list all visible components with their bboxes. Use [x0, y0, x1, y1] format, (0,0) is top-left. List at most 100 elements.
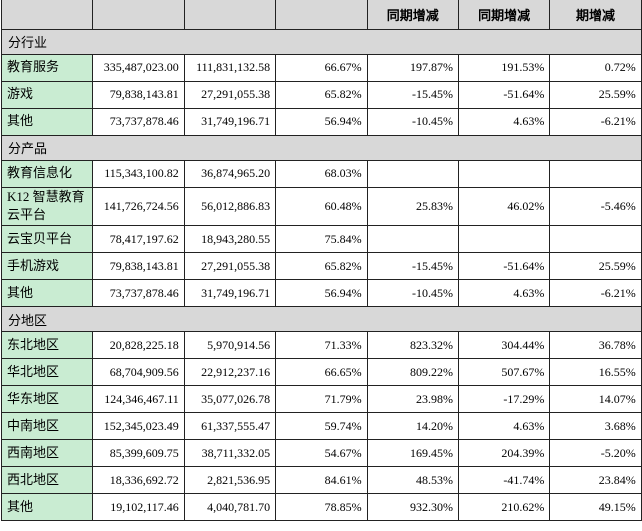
- cell-value: -10.45%: [366, 107, 459, 136]
- header-cell-yoy-change-3: 期增减: [549, 0, 642, 30]
- row-label: 游戏: [0, 80, 94, 109]
- row-label: 华东地区: [0, 385, 94, 414]
- cell-value: 54.67%: [275, 439, 368, 468]
- cell-value: 61,337,555.47: [183, 412, 277, 441]
- cell-value: 4.63%: [457, 279, 551, 308]
- row-label: 西南地区: [0, 439, 94, 468]
- cell-value: 18,336,692.72: [92, 466, 185, 495]
- cell-value: 23.98%: [366, 385, 459, 414]
- cell-value: 16.55%: [549, 358, 642, 387]
- table-row: 西南地区 85,399,609.75 38,711,332.05 54.67% 169.…: [0, 439, 642, 468]
- cell-value: -15.45%: [366, 80, 459, 109]
- cell-value: 31,749,196.71: [183, 107, 277, 136]
- cell-value: 49.15%: [549, 493, 642, 522]
- cell-value: [549, 159, 642, 188]
- row-label: 东北地区: [0, 331, 94, 360]
- cell-value: -5.46%: [549, 186, 642, 227]
- cell-value: 5,970,914.56: [183, 331, 277, 360]
- cell-value: 56.94%: [275, 107, 368, 136]
- table-row: 其他 73,737,878.46 31,749,196.71 56.94% -10.45…: [0, 279, 642, 308]
- cell-value: 25.59%: [549, 80, 642, 109]
- cell-value: 932.30%: [366, 493, 459, 522]
- row-label: 其他: [0, 493, 94, 522]
- section-title: 分地区: [1, 306, 642, 333]
- cell-value: 169.45%: [366, 439, 459, 468]
- cell-value: 204.39%: [457, 439, 551, 468]
- cell-value: 335,487,023.00: [92, 53, 185, 82]
- cell-value: 141,726,724.56: [92, 186, 185, 227]
- cell-value: [549, 225, 642, 254]
- table-row: 其他 19,102,117.46 4,040,781.70 78.85% 932.30%…: [0, 493, 642, 522]
- table-body: 分行业 教育服务 335,487,023.00 111,831,132.58 66.67…: [0, 28, 642, 522]
- cell-value: 48.53%: [366, 466, 459, 495]
- cell-value: 14.20%: [366, 412, 459, 441]
- cell-value: -10.45%: [366, 279, 459, 308]
- cell-value: 36.78%: [549, 331, 642, 360]
- cell-value: 56,012,886.83: [183, 186, 277, 227]
- header-cell-yoy-change-1: 同期增减: [366, 0, 459, 30]
- header-cell-margin: [275, 0, 368, 30]
- cell-value: -41.74%: [457, 466, 551, 495]
- cell-value: -51.64%: [457, 80, 551, 109]
- cell-value: 4.63%: [457, 412, 551, 441]
- cell-value: 22,912,237.16: [183, 358, 277, 387]
- cell-value: 65.82%: [275, 80, 368, 109]
- header-cell-category: [0, 0, 94, 30]
- row-label: 其他: [0, 107, 94, 136]
- cell-value: 78.85%: [275, 493, 368, 522]
- cell-value: 124,346,467.11: [92, 385, 185, 414]
- cell-value: -5.20%: [549, 439, 642, 468]
- cell-value: 73,737,878.46: [92, 107, 185, 136]
- cell-value: 25.83%: [366, 186, 459, 227]
- cell-value: 19,102,117.46: [92, 493, 185, 522]
- cell-value: [366, 225, 459, 254]
- cell-value: 79,838,143.81: [92, 252, 185, 281]
- cell-value: 66.67%: [275, 53, 368, 82]
- cell-value: 38,711,332.05: [183, 439, 277, 468]
- section-title: 分行业: [1, 28, 642, 55]
- row-label: 华北地区: [0, 358, 94, 387]
- table-row: 教育服务 335,487,023.00 111,831,132.58 66.67% 19…: [0, 53, 642, 82]
- cell-value: 56.94%: [275, 279, 368, 308]
- cell-value: 4.63%: [457, 107, 551, 136]
- header-cell-yoy-change-2: 同期增减: [457, 0, 551, 30]
- cell-value: 71.33%: [275, 331, 368, 360]
- section-header-row: 分行业: [1, 28, 642, 55]
- row-label: 手机游戏: [0, 252, 94, 281]
- table-row: 教育信息化 115,343,100.82 36,874,965.20 68.03%: [0, 159, 642, 188]
- table-row: 云宝贝平台 78,417,197.62 18,943,280.55 75.84%: [0, 225, 642, 254]
- cell-value: 35,077,026.78: [183, 385, 277, 414]
- cell-value: 191.53%: [457, 53, 551, 82]
- cell-value: 46.02%: [457, 186, 551, 227]
- cell-value: 68.03%: [275, 159, 368, 188]
- header-cell-revenue: [92, 0, 185, 30]
- section-header-row: 分地区: [1, 306, 642, 333]
- row-label: 云宝贝平台: [0, 225, 94, 254]
- cell-value: 3.68%: [549, 412, 642, 441]
- table-row: 华北地区 68,704,909.56 22,912,237.16 66.65% 809.…: [0, 358, 642, 387]
- cell-value: 68,704,909.56: [92, 358, 185, 387]
- cell-value: 809.22%: [366, 358, 459, 387]
- row-label: 中南地区: [0, 412, 94, 441]
- cell-value: 111,831,132.58: [183, 53, 277, 82]
- row-label: 其他: [0, 279, 94, 308]
- section-header-row: 分产品: [1, 134, 642, 161]
- row-label: 西北地区: [0, 466, 94, 495]
- cell-value: 78,417,197.62: [92, 225, 185, 254]
- cell-value: 66.65%: [275, 358, 368, 387]
- cell-value: 4,040,781.70: [183, 493, 277, 522]
- cell-value: -51.64%: [457, 252, 551, 281]
- cell-value: 65.82%: [275, 252, 368, 281]
- cell-value: 14.07%: [549, 385, 642, 414]
- cell-value: 73,737,878.46: [92, 279, 185, 308]
- cell-value: -17.29%: [457, 385, 551, 414]
- cell-value: 36,874,965.20: [183, 159, 277, 188]
- cell-value: 27,291,055.38: [183, 252, 277, 281]
- row-label: 教育服务: [0, 53, 94, 82]
- cell-value: -6.21%: [549, 107, 642, 136]
- cell-value: 152,345,023.49: [92, 412, 185, 441]
- table-row: 其他 73,737,878.46 31,749,196.71 56.94% -10.45…: [0, 107, 642, 136]
- table-row: 手机游戏 79,838,143.81 27,291,055.38 65.82% -15.…: [0, 252, 642, 281]
